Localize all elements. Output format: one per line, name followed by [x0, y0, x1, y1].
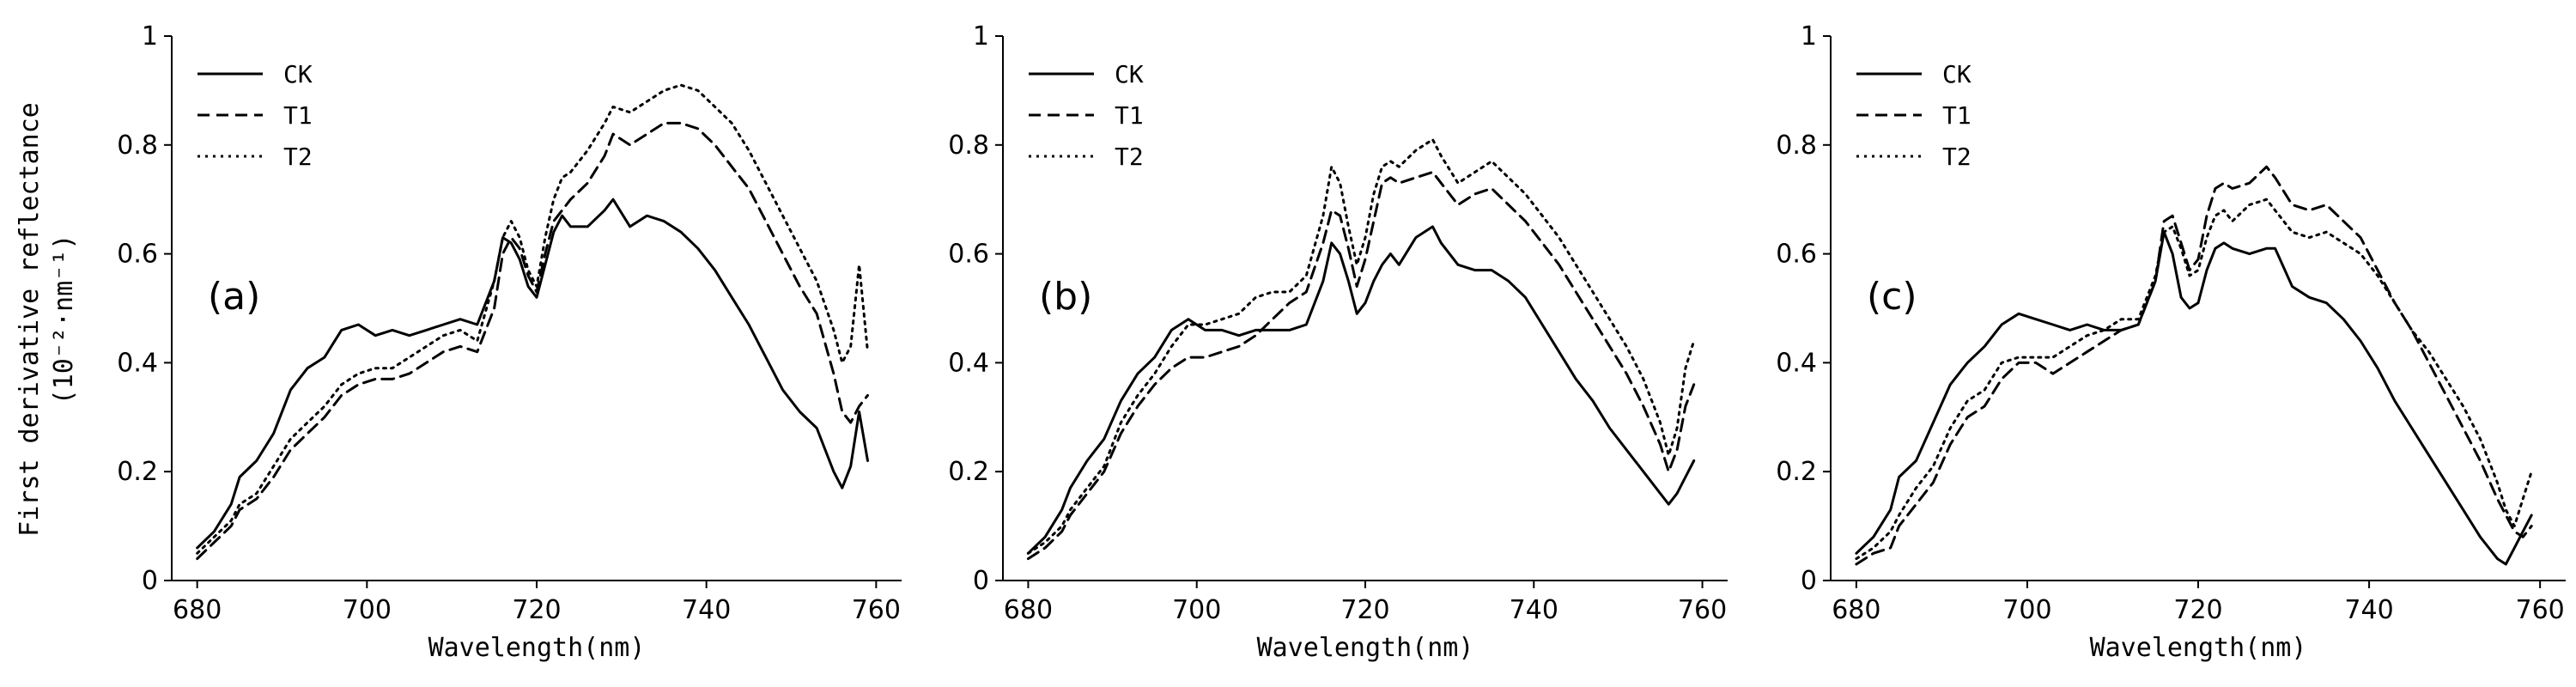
y-tick-label: 1 — [973, 21, 989, 52]
x-tick-label: 680 — [1004, 595, 1053, 625]
y-tick-label: 1 — [142, 21, 158, 52]
legend-label-ck: CK — [1942, 60, 1971, 88]
x-tick-label: 760 — [852, 595, 901, 625]
x-tick-label: 720 — [2173, 595, 2222, 625]
legend-label-t2: T2 — [1115, 143, 1144, 171]
chart-panel-1: 0 0.2 0.4 0.6 0.8 1 680 700 720 740 760 Wavelength(… — [117, 21, 902, 663]
panel-label: (c) — [1867, 275, 1917, 319]
x-tick-label: 740 — [2344, 595, 2393, 625]
y-tick-label: 0.6 — [948, 240, 989, 270]
y-tick-label: 0.6 — [117, 240, 158, 270]
y-axis-label-line1: First derivative reflectance — [15, 102, 45, 537]
legend-label-ck: CK — [1115, 60, 1144, 88]
x-tick-label: 720 — [1340, 595, 1389, 625]
x-tick-label: 680 — [1832, 595, 1880, 625]
y-tick-label: 0 — [142, 566, 158, 596]
x-tick-label: 700 — [1172, 595, 1221, 625]
series-line-ck — [196, 198, 869, 550]
x-tick-label: 760 — [2516, 595, 2565, 625]
x-tick-label: 740 — [1510, 595, 1558, 625]
chart-panel-2: 0 0.2 0.4 0.6 0.8 1 680 700 720 740 760 Wavelength(… — [948, 21, 1728, 663]
y-tick-label: 0.8 — [1776, 131, 1817, 161]
series-line-t1 — [1026, 171, 1696, 561]
y-tick-label: 0.4 — [1776, 348, 1817, 378]
y-tick-label: 0 — [973, 566, 989, 596]
y-axis-label-line2: (10⁻²·nm⁻¹) — [49, 234, 79, 405]
legend-label-t1: T1 — [1115, 101, 1144, 130]
legend-label-t2: T2 — [283, 143, 313, 171]
x-tick-label: 740 — [682, 595, 731, 625]
x-axis-label: Wavelength(nm) — [2090, 633, 2307, 663]
series-line-t2 — [1855, 198, 2533, 561]
series-line-t2 — [196, 83, 869, 555]
series-line-ck — [1026, 225, 1696, 555]
x-tick-label: 680 — [173, 595, 222, 625]
x-axis-label: Wavelength(nm) — [1257, 633, 1474, 663]
panel-label: (a) — [208, 275, 260, 319]
y-tick-label: 0.8 — [948, 131, 989, 161]
y-tick-label: 0.8 — [117, 131, 158, 161]
legend-label-ck: CK — [283, 60, 313, 88]
y-tick-label: 0.4 — [948, 348, 989, 378]
y-tick-label: 0.2 — [117, 457, 158, 487]
legend-label-t1: T1 — [1942, 101, 1971, 130]
y-tick-label: 0 — [1801, 566, 1817, 596]
legend-label-t2: T2 — [1942, 143, 1971, 171]
y-tick-label: 0.6 — [1776, 240, 1817, 270]
y-tick-label: 1 — [1801, 21, 1817, 52]
chart-panel-3: 0 0.2 0.4 0.6 0.8 1 680 700 720 740 760 Wavelength(… — [1776, 21, 2566, 663]
x-tick-label: 700 — [2002, 595, 2051, 625]
series-line-t1 — [196, 121, 869, 561]
x-tick-label: 720 — [512, 595, 561, 625]
x-axis-label: Wavelength(nm) — [428, 633, 646, 663]
x-tick-label: 700 — [343, 595, 392, 625]
y-tick-label: 0.2 — [1776, 457, 1817, 487]
series-line-t1 — [1855, 165, 2533, 566]
y-tick-label: 0.4 — [117, 348, 158, 378]
series-line-t2 — [1026, 138, 1696, 555]
y-tick-label: 0.2 — [948, 457, 989, 487]
series-line-ck — [1855, 230, 2533, 566]
x-tick-label: 760 — [1678, 595, 1727, 625]
legend-label-t1: T1 — [283, 101, 313, 130]
panel-label: (b) — [1039, 275, 1092, 319]
chart-panels: 0 0.2 0.4 0.6 0.8 1 680 700 720 740 760 Wavelength(… — [117, 21, 2566, 663]
